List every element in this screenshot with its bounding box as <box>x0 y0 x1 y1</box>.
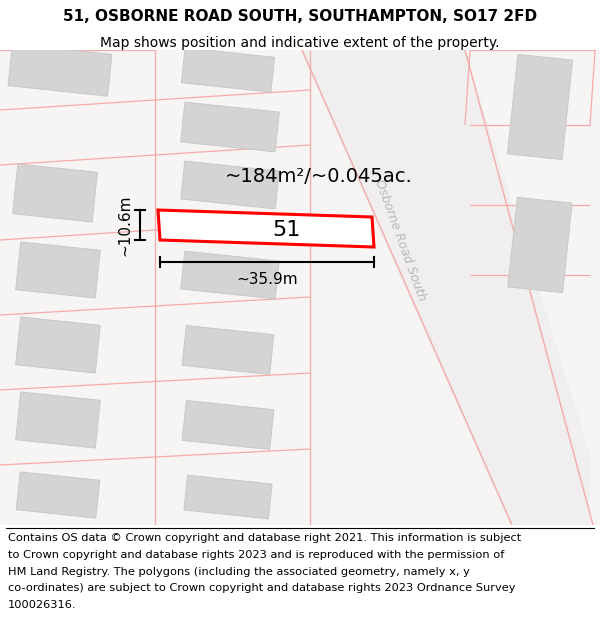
Text: 100026316.: 100026316. <box>8 600 76 610</box>
Polygon shape <box>16 242 100 298</box>
Polygon shape <box>181 48 275 92</box>
Text: to Crown copyright and database rights 2023 and is reproduced with the permissio: to Crown copyright and database rights 2… <box>8 550 504 560</box>
Polygon shape <box>158 210 374 247</box>
Text: Map shows position and indicative extent of the property.: Map shows position and indicative extent… <box>100 36 500 50</box>
Polygon shape <box>16 392 100 448</box>
Text: Contains OS data © Crown copyright and database right 2021. This information is : Contains OS data © Crown copyright and d… <box>8 533 521 543</box>
Polygon shape <box>300 50 590 525</box>
Polygon shape <box>16 472 100 518</box>
Text: 51, OSBORNE ROAD SOUTH, SOUTHAMPTON, SO17 2FD: 51, OSBORNE ROAD SOUTH, SOUTHAMPTON, SO1… <box>63 9 537 24</box>
Polygon shape <box>8 44 112 96</box>
Polygon shape <box>184 475 272 519</box>
Polygon shape <box>13 164 97 222</box>
Polygon shape <box>508 198 572 292</box>
Polygon shape <box>16 317 100 373</box>
Polygon shape <box>182 326 274 374</box>
Polygon shape <box>508 54 572 159</box>
Polygon shape <box>182 401 274 449</box>
Polygon shape <box>181 161 279 209</box>
Text: ~10.6m: ~10.6m <box>117 194 132 256</box>
Text: 51: 51 <box>272 221 300 241</box>
Text: Osborne Road South: Osborne Road South <box>372 177 428 302</box>
Text: ~184m²/~0.045ac.: ~184m²/~0.045ac. <box>225 168 413 186</box>
Polygon shape <box>181 251 279 299</box>
Text: ~35.9m: ~35.9m <box>236 272 298 287</box>
Text: HM Land Registry. The polygons (including the associated geometry, namely x, y: HM Land Registry. The polygons (includin… <box>8 567 470 577</box>
Polygon shape <box>181 102 280 152</box>
Text: co-ordinates) are subject to Crown copyright and database rights 2023 Ordnance S: co-ordinates) are subject to Crown copyr… <box>8 583 515 593</box>
